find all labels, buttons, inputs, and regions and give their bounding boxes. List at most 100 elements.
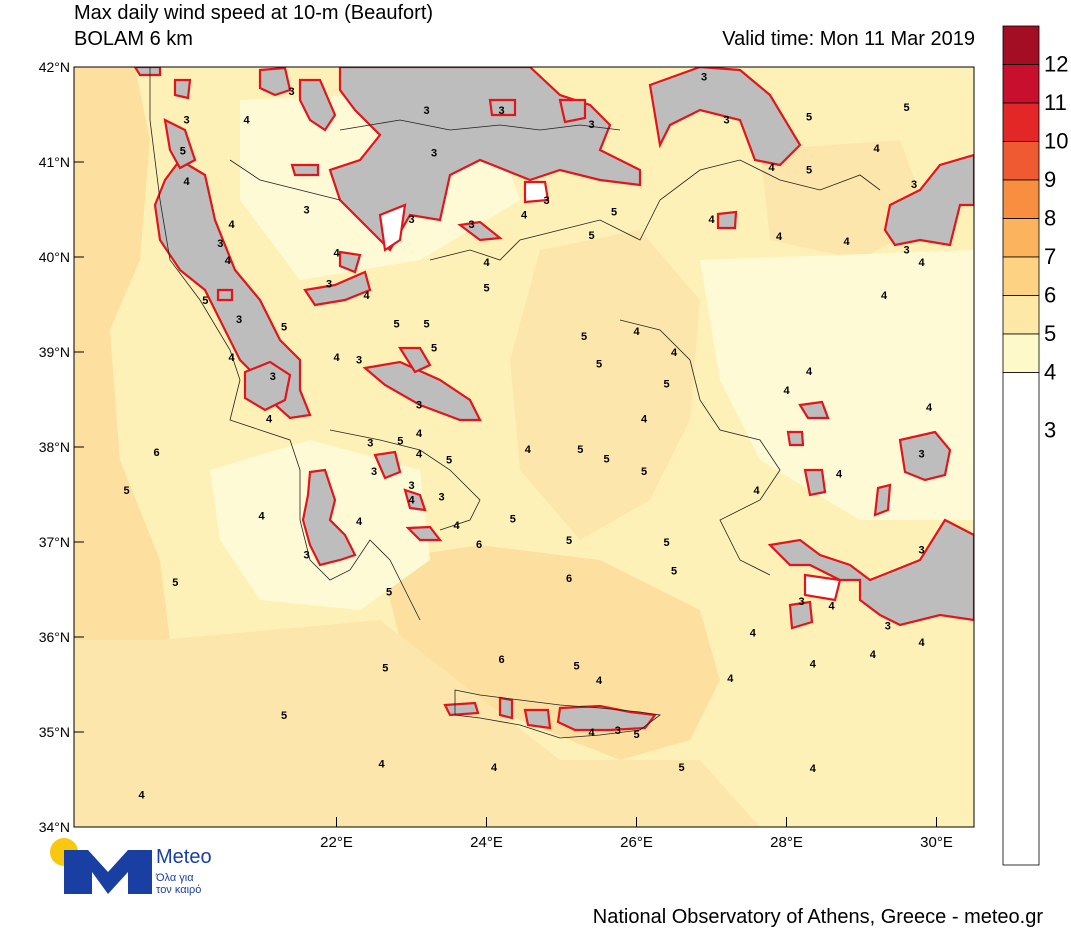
calm-area	[523, 180, 550, 204]
field-value-label: 5	[172, 577, 178, 589]
calm-area	[338, 250, 362, 274]
colorbar-level-label: 3	[1044, 417, 1056, 442]
field-value-label: 4	[836, 469, 843, 481]
calm-area	[523, 708, 552, 730]
field-value-label: 3	[303, 205, 309, 217]
colorbar-segment	[1002, 102, 1040, 142]
border	[339, 119, 621, 131]
field-value-label: 3	[543, 195, 549, 207]
field-value-label: 3	[371, 466, 377, 478]
field-value-label: 4	[183, 176, 190, 188]
field-value-label: 3	[288, 86, 294, 98]
field-value-label: 4	[633, 326, 640, 338]
calm-area	[883, 153, 974, 247]
field-value-label: 3	[588, 119, 594, 131]
lat-label: 39°N	[39, 344, 70, 360]
field-value-label: 5	[281, 321, 287, 333]
field-value-label: 3	[723, 114, 729, 126]
calm-area	[798, 400, 830, 420]
calm-area	[488, 98, 517, 117]
coastline	[454, 689, 662, 739]
meteo-logo-icon	[50, 838, 152, 894]
field-value-label: 4	[843, 236, 850, 248]
field-value-label: 4	[228, 219, 235, 231]
field-value-label: 4	[333, 247, 340, 259]
calm-area	[457, 220, 503, 242]
calm-area	[873, 483, 892, 517]
field-value-label: 5	[386, 586, 392, 598]
colorbar-level-label: 7	[1044, 244, 1056, 269]
field-value-label: 5	[123, 485, 129, 497]
field-value-label: 6	[476, 539, 482, 551]
colorbar-level-label: 10	[1044, 129, 1068, 154]
model-name: BOLAM 6 km	[74, 28, 193, 50]
colorbar-level-label: 5	[1044, 321, 1056, 346]
calm-area	[498, 696, 514, 720]
field-value-label: 4	[525, 444, 532, 456]
coastline	[619, 319, 781, 576]
colorbar-segment	[1002, 333, 1040, 373]
colorbar-level-label: 12	[1044, 52, 1068, 77]
field-value-label: 4	[881, 290, 888, 302]
field-value-label: 4	[918, 257, 925, 269]
colorbar-segment	[1002, 25, 1040, 65]
field-value-label: 4	[588, 727, 595, 739]
field-value-label: 4	[408, 494, 415, 506]
colorbar-segment	[1002, 218, 1040, 258]
calm-area	[556, 704, 658, 732]
coastline	[329, 429, 481, 531]
lon-label: 24°E	[470, 834, 503, 851]
lon-label: 22°E	[320, 834, 353, 851]
colorbar-segment	[1002, 141, 1040, 181]
field-value-label: 5	[678, 762, 684, 774]
field-value-label: 3	[798, 596, 804, 608]
field-value-label: 4	[416, 428, 423, 440]
calm-area	[648, 67, 802, 167]
field-value-label: 3	[236, 314, 242, 326]
field-value-label: 5	[588, 230, 594, 242]
field-value-label: 4	[596, 675, 603, 687]
field-value-label: 5	[663, 537, 669, 549]
field-value-label: 4	[810, 763, 817, 775]
colorbar-level-label: 9	[1044, 167, 1056, 192]
calm-area	[803, 573, 842, 602]
field-value-label: 3	[438, 491, 444, 503]
field-value-label: 3	[326, 279, 332, 291]
field-zone-central	[510, 230, 700, 540]
field-value-label: 4	[138, 790, 145, 802]
calm-area	[290, 163, 320, 177]
field-value-label: 3	[918, 449, 924, 461]
field-value-label: 4	[491, 762, 498, 774]
lat-label: 35°N	[39, 724, 70, 740]
field-value-label: 4	[416, 449, 423, 461]
field-value-label: 3	[183, 114, 189, 126]
lat-label: 37°N	[39, 534, 70, 550]
field-value-label: 4	[810, 659, 817, 671]
field-value-label: 5	[202, 295, 208, 307]
map-title: Max daily wind speed at 10-m (Beaufort)	[74, 2, 434, 24]
field-value-label: 5	[633, 729, 639, 741]
colorbar-segment	[1002, 179, 1040, 219]
calm-area	[803, 468, 827, 497]
logo-tagline: Όλα για τον καιρό	[156, 872, 201, 896]
field-value-label: 4	[750, 627, 757, 639]
colorbar-segment	[1002, 256, 1040, 296]
lat-label: 40°N	[39, 249, 70, 265]
field-value-label: 3	[408, 480, 414, 492]
field-zone-south-aegean	[380, 545, 720, 760]
field-value-label: 4	[333, 352, 340, 364]
field-value-label: 5	[671, 566, 677, 578]
field-value-label: 5	[806, 165, 812, 177]
colorbar: 12 11 10 9 8 7 6 5 4 3	[1002, 25, 1068, 866]
calm-area	[403, 488, 427, 512]
logo-tagline-1: Όλα για	[156, 872, 194, 884]
field-value-label: 3	[468, 219, 474, 231]
field-value-label: 4	[258, 510, 265, 522]
calm-area	[258, 67, 292, 97]
field-value-label: 5	[903, 102, 909, 114]
calm-area	[378, 203, 407, 252]
field-value-label: 4	[806, 366, 813, 378]
field-value-label: 5	[566, 535, 572, 547]
field-value-label: 3	[416, 399, 422, 411]
